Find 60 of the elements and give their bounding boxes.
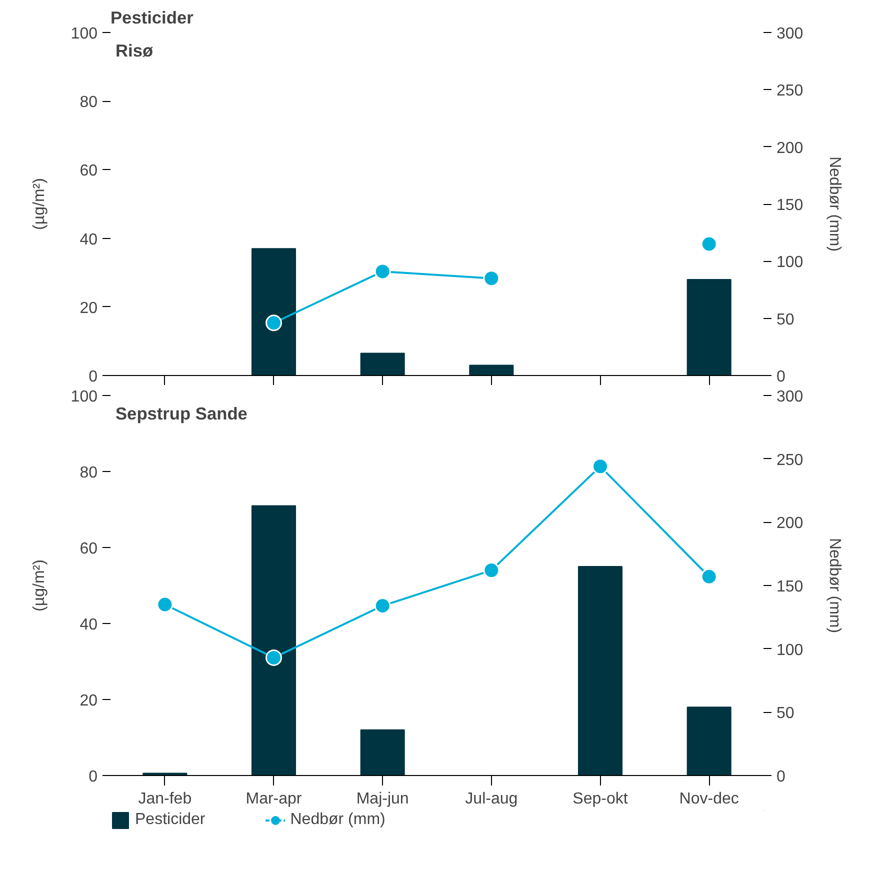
y2-tick-label: 0: [776, 368, 786, 386]
y2-tick-label: 300: [776, 388, 804, 406]
y-axis-title: (µg/m²): [30, 560, 48, 612]
x-tick-label: Sep-okt: [572, 790, 628, 808]
x-tick-label: Jul-aug: [465, 790, 518, 808]
y2-tick-label: 150: [776, 578, 804, 596]
point: [374, 263, 391, 280]
y2-tick-label: 100: [776, 642, 804, 659]
x-tick-label: Nov-dec: [679, 790, 739, 808]
bar: [686, 706, 732, 776]
bar: [251, 505, 296, 776]
y2-tick-label: 250: [776, 82, 804, 100]
text: Risø: [116, 40, 154, 60]
x-tick-label: Jan-feb: [138, 790, 192, 808]
y-tick-label: 100: [70, 26, 98, 42]
y2-axis-title: Nedbør (mm): [826, 538, 844, 634]
bar: [469, 364, 514, 376]
y2-tick-label: 200: [776, 515, 804, 532]
bar: [360, 352, 405, 376]
y-tick-label: 80: [80, 94, 98, 112]
bar: [686, 278, 732, 376]
y-tick-label: 60: [80, 540, 98, 558]
y-tick-label: 60: [80, 162, 98, 180]
y2-tick-label: 200: [776, 140, 804, 157]
y-tick-label: 40: [80, 616, 98, 634]
x-tick-label: Maj-jun: [356, 790, 409, 808]
point: [266, 649, 282, 666]
y-tick-label: 20: [80, 300, 98, 317]
chart-title: Pesticider: [110, 8, 194, 28]
bar: [578, 566, 623, 776]
y-tick-label: 100: [70, 388, 98, 406]
point: [374, 598, 391, 614]
y2-tick-label: 100: [776, 254, 804, 272]
point: [266, 314, 282, 332]
y-tick-label: 20: [80, 692, 98, 710]
bar: [142, 772, 188, 776]
y2-tick-label: 50: [776, 311, 794, 328]
legend-label: Nedbør (mm): [290, 811, 386, 829]
y2-tick-label: 150: [776, 197, 804, 214]
legend-label: Pesticider: [135, 811, 206, 829]
y2-axis-title: Nedbør (mm): [826, 156, 844, 252]
point: [700, 236, 718, 252]
text: Sepstrup Sande: [116, 404, 248, 424]
y-axis-title: (µg/m²): [30, 178, 48, 230]
point: [483, 562, 500, 579]
y-tick-label: 80: [80, 464, 98, 482]
point: [156, 596, 174, 613]
y-tick-label: 0: [88, 368, 98, 386]
point: [483, 270, 500, 287]
y2-tick-label: 300: [776, 26, 804, 42]
bar: [360, 729, 405, 776]
y-tick-label: 40: [80, 231, 98, 248]
y-tick-label: 0: [88, 768, 98, 786]
point: [592, 458, 608, 475]
y2-tick-label: 250: [776, 452, 804, 469]
y2-tick-label: 50: [776, 705, 794, 722]
bar: [251, 248, 296, 376]
x-tick-label: Mar-apr: [246, 790, 302, 808]
y2-tick-label: 0: [776, 768, 786, 786]
point: [700, 568, 718, 585]
